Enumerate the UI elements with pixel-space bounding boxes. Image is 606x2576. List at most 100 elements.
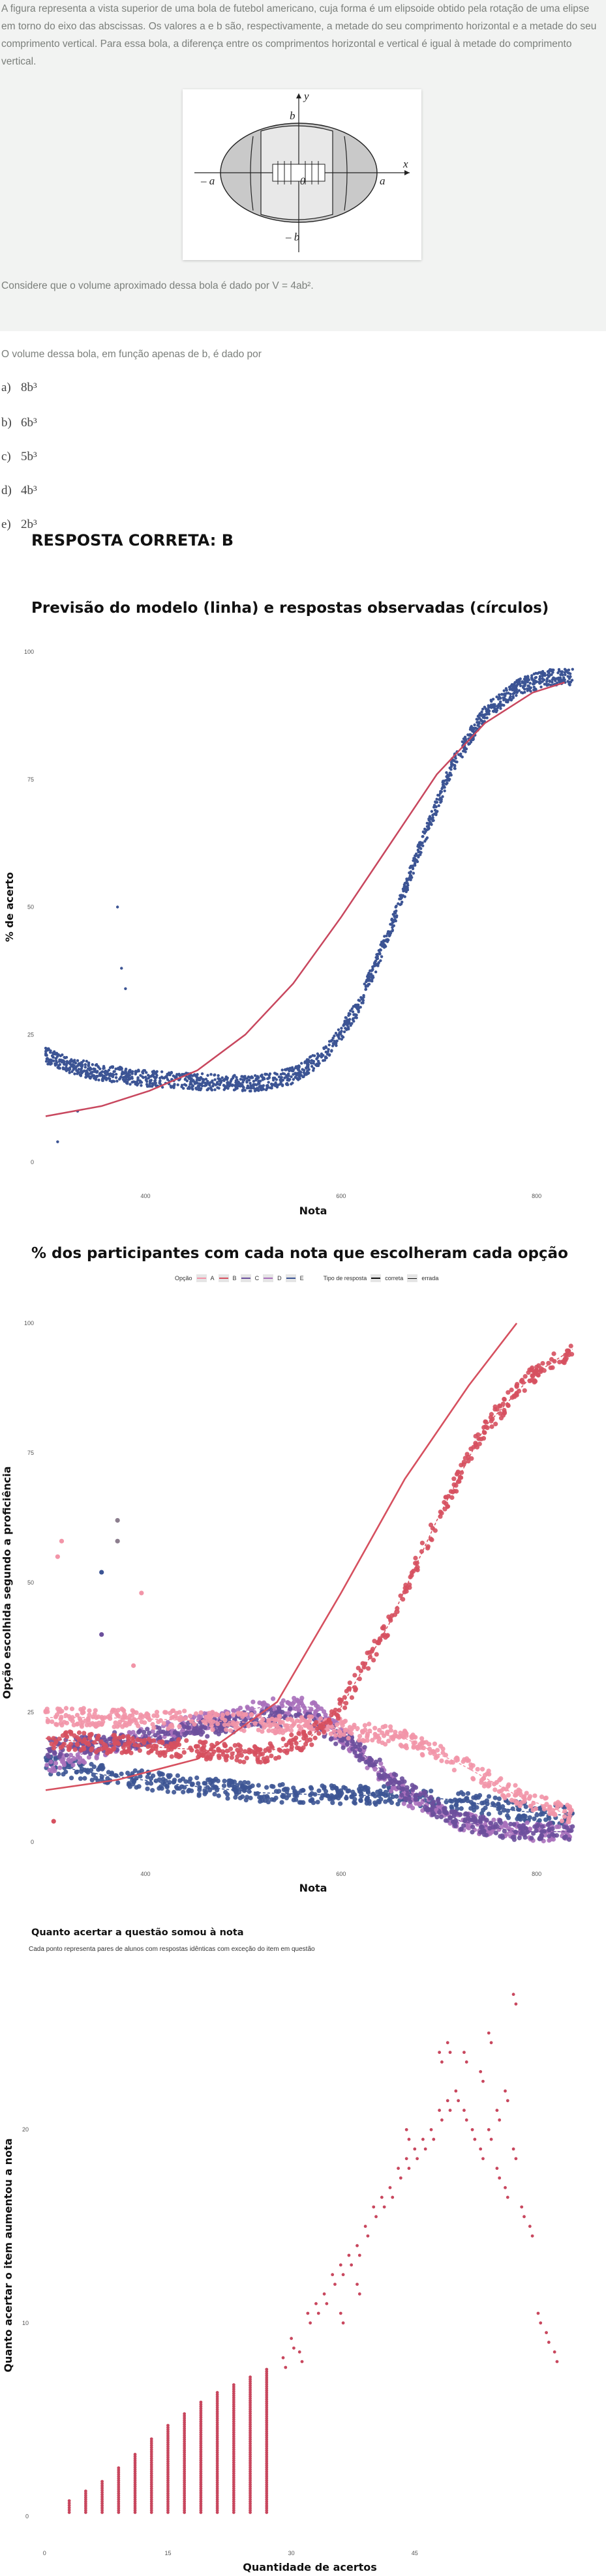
observed-point xyxy=(255,1089,259,1092)
option-b-point xyxy=(335,1716,341,1721)
pair-point xyxy=(249,2375,252,2379)
observed-point xyxy=(87,1073,90,1076)
observed-point xyxy=(445,775,448,778)
pair-point xyxy=(67,2504,71,2508)
option-a-point xyxy=(266,1728,271,1733)
option-a[interactable]: a) 8b³ xyxy=(1,381,37,395)
pair-point xyxy=(547,2341,551,2344)
observed-point xyxy=(539,685,543,689)
pair-point xyxy=(183,2459,187,2463)
observed-point xyxy=(229,1083,232,1087)
observed-point xyxy=(290,1069,294,1072)
observed-point xyxy=(395,915,399,919)
observed-point xyxy=(528,688,532,692)
pair-point xyxy=(232,2498,235,2501)
observed-point xyxy=(362,993,365,997)
observed-point xyxy=(172,1086,175,1089)
option-b[interactable]: b) 6b³ xyxy=(1,416,37,430)
option-c[interactable]: c) 5b³ xyxy=(1,450,37,464)
observed-point xyxy=(404,888,408,892)
observed-point xyxy=(121,1070,124,1074)
option-e-point xyxy=(221,1783,227,1789)
option-d-point xyxy=(150,1729,155,1734)
pair-point xyxy=(199,2500,203,2504)
observed-point xyxy=(440,787,444,791)
option-b-point xyxy=(267,1741,273,1746)
option-b-point xyxy=(395,1609,400,1615)
observed-point xyxy=(145,1085,149,1088)
option-a-point xyxy=(439,1758,444,1763)
observed-point xyxy=(568,682,571,686)
observed-point xyxy=(107,1077,110,1080)
option-e-model-line xyxy=(45,1763,573,1817)
option-c-point xyxy=(275,1710,280,1715)
option-e-point xyxy=(179,1784,184,1789)
option-d-point xyxy=(77,1760,82,1765)
observed-point xyxy=(180,1085,183,1089)
observed-point xyxy=(307,1059,311,1063)
pair-point xyxy=(67,2511,71,2514)
pair-point xyxy=(183,2470,187,2474)
pair-point xyxy=(149,2493,153,2497)
pair-point xyxy=(423,2147,427,2151)
observed-point xyxy=(240,1075,243,1078)
pair-point xyxy=(183,2461,187,2465)
pair-point xyxy=(265,2367,269,2371)
option-a-point xyxy=(168,1710,173,1716)
option-a-point xyxy=(470,1776,476,1781)
pair-point xyxy=(215,2498,219,2502)
observed-point xyxy=(271,1078,275,1082)
option-a-point xyxy=(80,1708,85,1714)
observed-point xyxy=(298,1070,302,1074)
pair-point xyxy=(199,2439,203,2443)
observed-point xyxy=(44,1060,48,1063)
option-c-point xyxy=(529,1836,534,1841)
option-a-point xyxy=(171,1708,176,1714)
option-b-point xyxy=(76,1730,82,1735)
pair-point xyxy=(416,2157,419,2161)
option-a-point xyxy=(220,1712,226,1718)
observed-point xyxy=(340,1038,343,1041)
observed-outlier xyxy=(115,905,119,909)
pair-point xyxy=(339,2263,342,2267)
option-a-point xyxy=(210,1727,215,1733)
option-a-point xyxy=(256,1727,261,1733)
observed-point xyxy=(317,1061,320,1065)
pair-point xyxy=(149,2472,153,2476)
observed-point xyxy=(322,1046,326,1049)
pair-point xyxy=(149,2500,153,2504)
option-b-point xyxy=(46,1736,52,1741)
pair-point xyxy=(249,2500,252,2504)
pair-point xyxy=(215,2442,219,2446)
option-b-point xyxy=(451,1476,457,1482)
observed-point xyxy=(374,959,378,963)
observed-point xyxy=(128,1069,131,1072)
observed-point xyxy=(432,819,435,822)
option-b-point xyxy=(169,1754,174,1759)
pair-point xyxy=(232,2424,235,2428)
observed-point xyxy=(242,1079,246,1082)
option-e[interactable]: e) 2b³ xyxy=(1,518,37,532)
pair-point xyxy=(133,2468,137,2471)
x-tick-label: 600 xyxy=(336,1193,346,1199)
option-d-point xyxy=(279,1701,284,1706)
option-c-point xyxy=(87,1751,93,1757)
observed-point xyxy=(258,1082,261,1085)
option-d[interactable]: d) 4b³ xyxy=(1,484,37,498)
option-e-point xyxy=(216,1793,221,1798)
pair-point xyxy=(133,2511,137,2514)
observed-point xyxy=(67,1061,70,1064)
option-b-point xyxy=(280,1736,286,1742)
pair-point xyxy=(215,2408,219,2412)
pair-point xyxy=(133,2480,137,2484)
observed-point xyxy=(369,969,372,973)
option-b-point xyxy=(199,1746,204,1752)
option-a-point xyxy=(342,1728,348,1733)
legend-key-b xyxy=(218,1274,229,1282)
observed-point xyxy=(114,1076,118,1079)
observed-point xyxy=(552,676,555,680)
pair-point xyxy=(249,2446,252,2450)
observed-point xyxy=(280,1084,284,1087)
pair-point xyxy=(215,2446,219,2450)
